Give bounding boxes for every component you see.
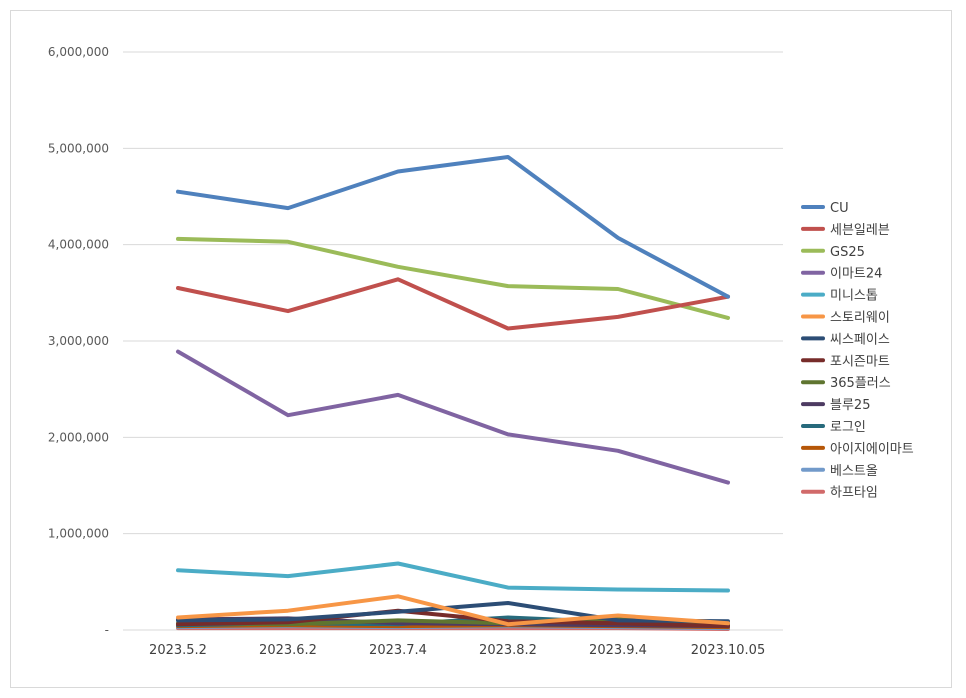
series-line-8	[176, 608, 730, 629]
legend-label: 365플러스	[830, 376, 891, 391]
legend-label: 세븐일레븐	[830, 223, 890, 238]
series-line-3	[176, 236, 730, 320]
series-line-4	[176, 349, 730, 485]
x-tick-label: 2023.5.2	[149, 643, 207, 658]
y-tick-label: 2,000,000	[48, 430, 109, 444]
y-tick-label: 6,000,000	[48, 45, 109, 59]
series-line-5	[176, 561, 730, 593]
x-tick-label: 2023.7.4	[369, 643, 427, 658]
y-tick-label: 1,000,000	[48, 527, 109, 541]
legend-label: CU	[830, 201, 849, 216]
y-axis: - 1,000,000 2,000,000 3,000,000 4,000,000 5,0…	[48, 45, 109, 637]
series-line-2	[176, 277, 730, 331]
y-tick-label: 4,000,000	[48, 238, 109, 252]
x-axis: 2023.5.2 2023.6.2 2023.7.4 2023.8.2 2023.9.4…	[149, 643, 765, 658]
x-tick-label: 2023.6.2	[259, 643, 317, 658]
line-chart: - 1,000,000 2,000,000 3,000,000 4,000,000 5,0…	[48, 45, 914, 658]
legend-label: 포시즌마트	[830, 354, 890, 369]
y-tick-label: 5,000,000	[48, 141, 109, 155]
y-tick-label: 3,000,000	[48, 334, 109, 348]
y-tick-label: -	[105, 623, 109, 637]
x-tick-label: 2023.10.05	[691, 643, 765, 658]
legend-label: 씨스페이스	[830, 332, 890, 347]
legend-label: 블루25	[830, 398, 870, 413]
series-lines	[176, 155, 730, 631]
series-line-7	[176, 601, 730, 624]
legend-label: 아이지에이마트	[830, 442, 914, 457]
series-line-1	[176, 155, 730, 299]
legend-label: 하프타임	[830, 486, 878, 501]
chart-frame: - 1,000,000 2,000,000 3,000,000 4,000,000 5,0…	[10, 10, 952, 688]
legend-label: 스토리웨이	[830, 311, 890, 326]
legend-label: 로그인	[830, 420, 866, 435]
legend-label: 이마트24	[830, 267, 882, 282]
legend-label: 베스트올	[830, 464, 878, 479]
legend-label: GS25	[830, 245, 865, 260]
x-tick-label: 2023.9.4	[589, 643, 647, 658]
legend-label: 미니스톱	[830, 289, 878, 304]
grid	[123, 51, 783, 631]
x-tick-label: 2023.8.2	[479, 643, 537, 658]
series-line-6	[176, 594, 730, 627]
